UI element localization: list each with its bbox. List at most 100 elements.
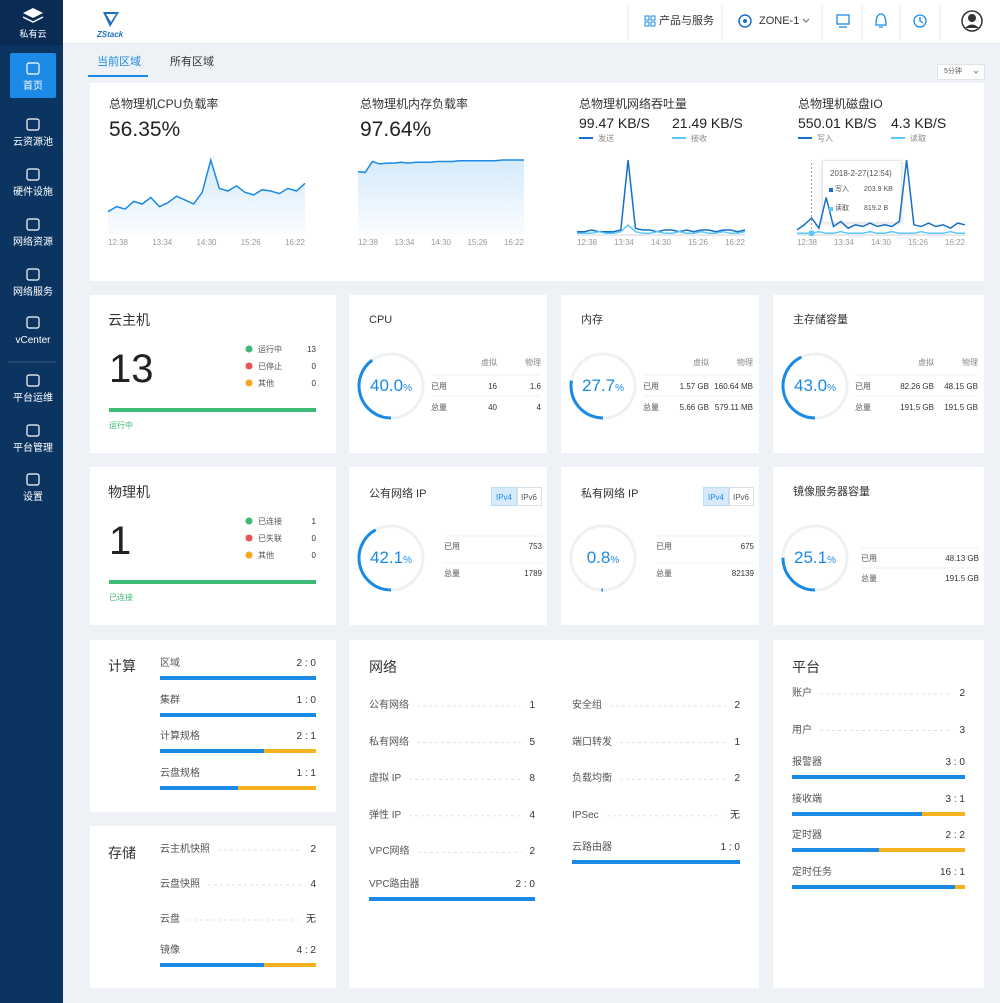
nav-item[interactable]: 首页: [23, 81, 43, 92]
row-value: 48.13 GB: [945, 553, 979, 563]
ratio-segment: [878, 848, 965, 852]
metric-value: 56.35%: [109, 117, 181, 141]
toggle-inactive[interactable]: [517, 487, 542, 506]
nav-item[interactable]: 设置: [23, 492, 43, 503]
tooltip-name: 写入: [835, 186, 849, 193]
row-value: 579.11 MB: [714, 402, 753, 412]
toggle-active[interactable]: [491, 487, 517, 506]
legend-label: 发送: [598, 133, 614, 143]
history-icon: [913, 14, 927, 28]
ratio-segment: [264, 749, 316, 754]
column-header: 物理: [962, 357, 978, 367]
chart-line: [107, 157, 306, 213]
status-value: 0: [311, 378, 316, 388]
status-bar: [109, 580, 316, 584]
ratio-segment: [160, 749, 264, 754]
card-title: 内存: [581, 313, 603, 326]
row-value: 675: [740, 541, 754, 551]
logo: ZStack: [96, 29, 124, 39]
metric-value: 550.01 KB/S: [798, 115, 877, 131]
network-panel: [349, 640, 759, 988]
toggle-option[interactable]: IPv4: [495, 492, 513, 502]
x-tick-label: 16:22: [944, 237, 966, 247]
row-label: 总量: [656, 568, 672, 578]
ratio-label: 1 : 0: [296, 694, 316, 706]
row-value: 160.64 MB: [714, 381, 753, 391]
products-menu[interactable]: 产品与服务: [659, 14, 714, 27]
nav-item[interactable]: vCenter: [15, 335, 51, 346]
row-label: 总量: [444, 568, 460, 578]
x-tick-label: 12:38: [576, 237, 598, 247]
gauge-label: 40.0%: [370, 374, 412, 401]
tab-current[interactable]: 当前区域: [97, 55, 141, 68]
brand-name: 私有云: [19, 28, 47, 39]
ratio-label: 16 : 1: [939, 866, 965, 878]
nav-icon: [26, 168, 40, 181]
ratio-label: 2 : 0: [515, 879, 535, 890]
capacity-card: [773, 467, 984, 625]
toggle-inactive[interactable]: [729, 487, 754, 506]
toggle-active[interactable]: [703, 487, 729, 506]
gauge-value: 43.0: [794, 376, 828, 395]
tooltip-name: 读取: [835, 205, 849, 212]
row-value: 1.6: [529, 381, 541, 391]
row-value: 8: [529, 773, 535, 785]
gauge-arc: [781, 557, 816, 592]
nav-item[interactable]: 平台管理: [13, 443, 53, 454]
toggle-option[interactable]: IPv6: [732, 492, 750, 502]
toggle-option[interactable]: IPv4: [707, 492, 725, 502]
metric-value: 97.64%: [360, 117, 432, 141]
card-title: CPU: [369, 313, 393, 326]
metric-title: 总物理机CPU负载率: [109, 96, 219, 111]
x-tick-label: 13:34: [394, 237, 415, 247]
nav-item[interactable]: 网络服务: [13, 287, 53, 298]
nav-icon: [26, 374, 40, 387]
bell-icon: [875, 13, 887, 28]
card-title: 私有网络 IP: [581, 487, 639, 500]
row-label: 总量: [861, 573, 877, 583]
nav-item[interactable]: 网络资源: [13, 237, 53, 248]
card-title: 云主机: [108, 312, 150, 328]
capacity-card: [773, 295, 984, 453]
row-label: 已用: [643, 381, 659, 391]
x-tick-label: 14:30: [196, 237, 217, 247]
status-value: 1: [311, 516, 316, 526]
row-label: 端口转发: [572, 736, 612, 748]
nav-item[interactable]: 硬件设施: [13, 187, 53, 198]
row-label: 已用: [855, 381, 871, 391]
status-dot: [245, 379, 253, 387]
row-label: 已用: [861, 553, 877, 563]
ratio-label: 2 : 2: [945, 830, 965, 841]
toggle-option[interactable]: IPv6: [520, 492, 538, 502]
capacity-card: [561, 295, 759, 453]
interval-select[interactable]: [937, 64, 985, 80]
column-header: 虚拟: [693, 357, 709, 367]
zone-select[interactable]: ZONE-1: [759, 14, 800, 27]
row-label: 区域: [160, 658, 180, 669]
tab-all[interactable]: 所有区域: [170, 55, 214, 68]
x-tick-label: 15:26: [240, 237, 261, 247]
row-label: 负载均衡: [572, 773, 612, 785]
nav-item[interactable]: 云资源池: [13, 137, 53, 148]
gauge-unit: %: [403, 555, 412, 566]
row-label: 定时器: [792, 830, 822, 841]
ratio-segment: [238, 786, 316, 791]
x-tick-label: 14:30: [870, 237, 892, 247]
gauge-unit: %: [615, 383, 624, 394]
row-label: VPC网络: [369, 846, 410, 858]
nav-item[interactable]: 平台运维: [13, 393, 53, 404]
x-tick-label: 16:22: [503, 237, 525, 247]
ratio-segment: [160, 676, 316, 680]
ratio-segment: [921, 811, 965, 816]
zone-caret: [802, 18, 810, 23]
status-name: 已停止: [258, 361, 282, 371]
gauge-label: 42.1%: [370, 546, 412, 573]
interval-value[interactable]: 5分钟: [944, 68, 962, 75]
status-name: 已失联: [258, 533, 282, 543]
zone-icon: [743, 19, 747, 23]
row-value: 2: [529, 846, 535, 858]
ratio-segment: [792, 775, 965, 779]
sidebar: [0, 0, 63, 1003]
gauge-value: 0.8: [586, 548, 611, 567]
products-icon: [650, 15, 656, 21]
